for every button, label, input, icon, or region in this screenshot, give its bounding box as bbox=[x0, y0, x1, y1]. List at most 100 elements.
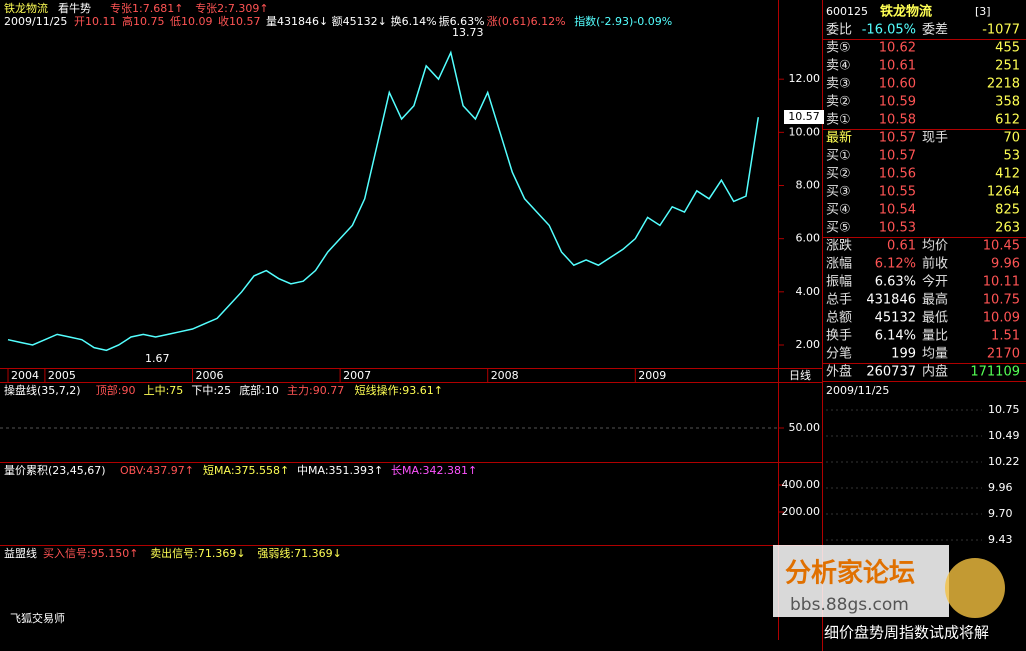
info-item: 2009/11/25 bbox=[4, 15, 67, 28]
quote-label: 总额 bbox=[826, 311, 852, 326]
quote-value: 45132 bbox=[875, 311, 916, 326]
intraday-axis-label: 9.43 bbox=[988, 533, 1013, 546]
quote-volume: 251 bbox=[995, 59, 1020, 74]
panel-item: 顶部:90 bbox=[96, 383, 136, 397]
quote-label: 卖③ bbox=[826, 77, 851, 92]
quote-value: 6.14% bbox=[875, 329, 916, 344]
quote-price: 10.55 bbox=[879, 185, 916, 200]
quote-value: -1077 bbox=[982, 23, 1020, 38]
y-tick-label: 10.00 bbox=[789, 125, 821, 138]
quote-label: 买⑤ bbox=[826, 221, 851, 236]
info-item: 指数(-2.93)-0.09% bbox=[574, 14, 672, 28]
intraday-axis-label: 9.70 bbox=[988, 507, 1013, 520]
intraday-axis-label: 9.96 bbox=[988, 481, 1013, 494]
quote-label: 委比 bbox=[826, 23, 852, 38]
y-tick-label: 12.00 bbox=[789, 72, 821, 85]
quote-price: 10.56 bbox=[879, 167, 916, 182]
watermark: 分析家论坛 bbs.88gs.com 细价盘势周指数试成将解 bbox=[773, 545, 1005, 642]
quote-label: 分笔 bbox=[826, 346, 852, 362]
quote-value: 6.12% bbox=[875, 257, 916, 272]
intraday-axis-label: 10.22 bbox=[988, 455, 1020, 468]
quote-label: 均量 bbox=[922, 347, 948, 362]
quote-label: 前收 bbox=[922, 256, 948, 272]
x-tick-label: 2007 bbox=[343, 369, 371, 382]
quote-price: 10.57 bbox=[879, 149, 916, 164]
y-tick-label: 6.00 bbox=[796, 232, 821, 245]
quote-value: 70 bbox=[1003, 131, 1020, 146]
panel-item: 强弱线:71.369↓ bbox=[257, 546, 341, 560]
info-item: 开10.11 bbox=[74, 15, 117, 28]
panel-axis-label: 400.00 bbox=[782, 478, 821, 491]
quote-price: 10.59 bbox=[879, 95, 916, 110]
quote-value: 10.11 bbox=[983, 275, 1020, 290]
watermark-url: bbs.88gs.com bbox=[790, 595, 909, 615]
quote-label: 均价 bbox=[922, 239, 948, 254]
panel-item: 主力:90.77 bbox=[287, 384, 344, 397]
info-item: 振6.63% bbox=[439, 14, 485, 28]
quote-label: 现手 bbox=[922, 131, 948, 146]
quote-label: 最高 bbox=[922, 292, 948, 308]
quote-label: 涨幅 bbox=[826, 257, 852, 272]
quote-label: 买① bbox=[826, 149, 851, 164]
annotation: 1.67 bbox=[145, 352, 170, 365]
quote-value: 171109 bbox=[970, 365, 1020, 380]
watermark-caption: 细价盘势周指数试成将解 bbox=[824, 624, 989, 642]
panel-item: 短线操作:93.61↑ bbox=[355, 383, 443, 397]
panel-item: 长MA:342.381↑ bbox=[391, 464, 477, 477]
watermark-box bbox=[773, 545, 949, 617]
price-line bbox=[7, 50, 760, 352]
quote-price: 10.62 bbox=[879, 41, 916, 56]
x-tick-label: 2006 bbox=[196, 369, 224, 382]
panel-item: 买入信号:95.150↑ bbox=[43, 547, 138, 560]
stock-code: 600125 bbox=[826, 5, 868, 18]
info-item: 高10.75 bbox=[122, 14, 165, 28]
quote-volume: 263 bbox=[995, 221, 1020, 236]
quote-value: 260737 bbox=[866, 365, 916, 380]
quote-value: 9.96 bbox=[991, 257, 1020, 272]
header-item: 专张1:7.681↑ bbox=[110, 1, 183, 15]
info-item: 低10.09 bbox=[170, 15, 213, 28]
quote-volume: 412 bbox=[995, 167, 1020, 182]
x-tick-label: 2005 bbox=[48, 369, 76, 382]
quote-label: 振幅 bbox=[826, 275, 852, 290]
intraday-axis-label: 10.75 bbox=[988, 403, 1020, 416]
quote-volume: 53 bbox=[1003, 149, 1020, 164]
panel-item: 量价累积(23,45,67) bbox=[4, 464, 106, 477]
quote-tag: [3] bbox=[975, 5, 991, 18]
quote-name: 铁龙物流 bbox=[879, 4, 932, 20]
y-tick-label: 4.00 bbox=[796, 285, 821, 298]
y-tick-label: 8.00 bbox=[796, 179, 821, 192]
quote-value: -16.05% bbox=[862, 23, 916, 38]
quote-label: 最低 bbox=[922, 311, 948, 326]
quote-value: 10.75 bbox=[983, 293, 1020, 308]
x-tick-label: 2008 bbox=[491, 369, 519, 382]
period-label: 日线 bbox=[789, 368, 811, 382]
annotation: 10.57 bbox=[788, 110, 820, 123]
annotation: 13.73 bbox=[452, 26, 484, 39]
panel-item: 操盘线(35,7,2) bbox=[4, 383, 81, 397]
y-tick-label: 2.00 bbox=[796, 338, 821, 351]
quote-label: 卖② bbox=[826, 95, 851, 110]
quote-volume: 612 bbox=[995, 113, 1020, 128]
quote-volume: 1264 bbox=[987, 185, 1020, 200]
footer: 飞狐交易师 bbox=[10, 611, 65, 625]
quote-value: 0.61 bbox=[887, 239, 916, 254]
quote-label: 今开 bbox=[922, 274, 948, 290]
quote-value: 10.45 bbox=[983, 239, 1020, 254]
quote-volume: 825 bbox=[995, 203, 1020, 218]
watermark-title: 分析家论坛 bbox=[785, 558, 915, 589]
panel-item: 底部:10 bbox=[239, 383, 279, 397]
panel-item: 下中:25 bbox=[191, 384, 231, 397]
panel-axis-label: 200.00 bbox=[782, 505, 821, 518]
quote-label: 买② bbox=[826, 167, 851, 182]
quote-volume: 2218 bbox=[987, 77, 1020, 92]
info-item: 涨(0.61)6.12% bbox=[487, 15, 566, 28]
info-item: 量431846↓ bbox=[266, 15, 328, 28]
quote-value: 199 bbox=[891, 347, 916, 362]
info-item: 额45132↓ bbox=[332, 15, 387, 28]
quote-price: 10.58 bbox=[879, 113, 916, 128]
quote-value: 6.63% bbox=[875, 275, 916, 290]
quote-price: 10.60 bbox=[879, 77, 916, 92]
quote-label: 外盘 bbox=[826, 364, 852, 380]
quote-label: 涨跌 bbox=[826, 238, 852, 254]
